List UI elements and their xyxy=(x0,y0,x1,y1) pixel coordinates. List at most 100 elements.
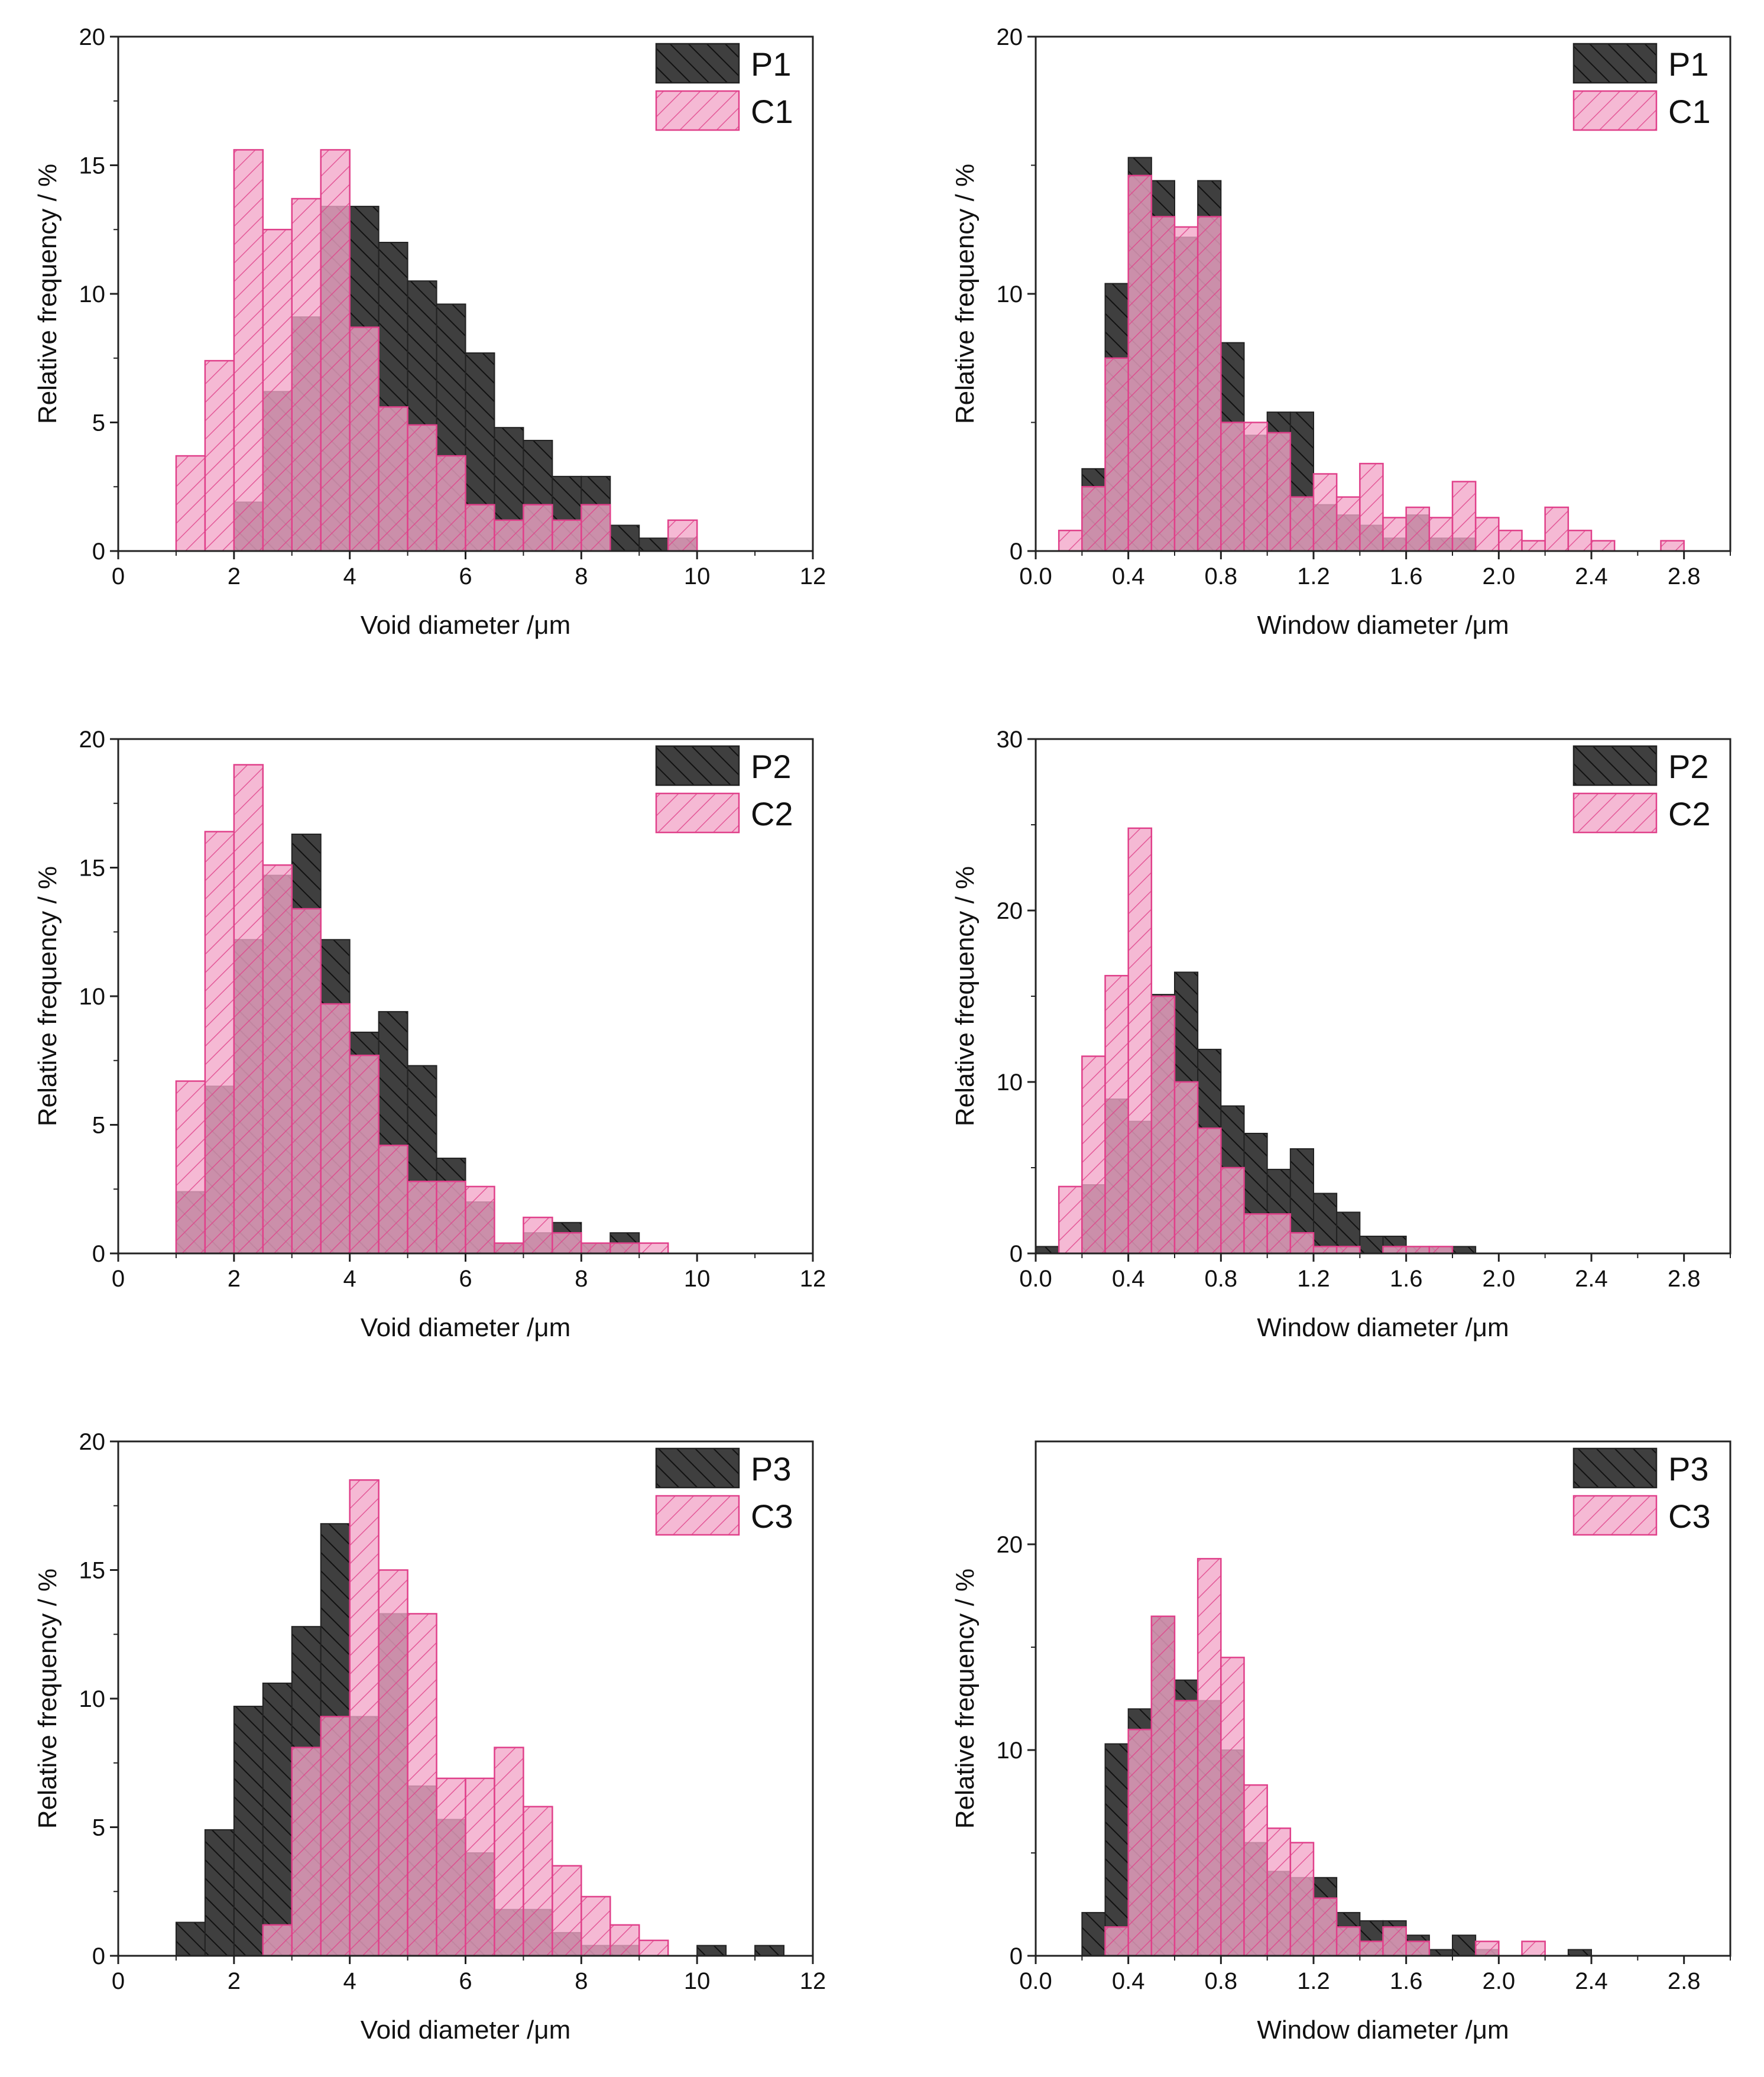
bar-C2 xyxy=(175,1080,206,1255)
bar-C3 xyxy=(1474,1940,1500,1957)
x-tick-label: 2.4 xyxy=(1575,563,1608,589)
legend-label-C2: C2 xyxy=(1668,795,1711,832)
bar-C3 xyxy=(1150,1615,1176,1957)
x-tick-label: 0.8 xyxy=(1205,563,1238,589)
y-tick-label: 20 xyxy=(79,1429,106,1455)
legend-swatch-C1 xyxy=(655,90,740,131)
series-C3 xyxy=(1104,1558,1546,1957)
x-tick-label: 1.6 xyxy=(1390,1968,1423,1994)
x-axis-title: Void diameter /μm xyxy=(361,2016,571,2044)
x-tick-label: 1.6 xyxy=(1390,563,1423,589)
bar-C1 xyxy=(667,519,698,552)
y-tick-label: 20 xyxy=(79,24,106,50)
legend-swatch-C3 xyxy=(655,1495,740,1536)
y-tick-label: 20 xyxy=(997,898,1023,924)
bar-C1 xyxy=(581,504,611,552)
bar-P2 xyxy=(1452,1246,1477,1254)
bar-P3 xyxy=(1428,1949,1453,1957)
x-tick-label: 2 xyxy=(228,563,241,589)
bar-C1 xyxy=(204,359,235,552)
chart-top-left: 0 2 4 6 8 10 12 0 5 10 15 20 Void diameter /μm Relati… xyxy=(33,24,826,640)
y-tick-label: 5 xyxy=(92,1113,105,1139)
series-C2 xyxy=(175,764,669,1255)
legend-swatch-P2 xyxy=(655,745,740,786)
bar-C3 xyxy=(1173,1700,1199,1957)
bar-C2 xyxy=(581,1242,611,1255)
bar-P3 xyxy=(1567,1949,1592,1957)
bar-P3 xyxy=(262,1682,293,1956)
bar-P3 xyxy=(696,1945,727,1957)
bar-C3 xyxy=(1335,1926,1361,1957)
bar-P2 xyxy=(1035,1246,1060,1254)
legend-label-P2: P2 xyxy=(751,748,792,785)
y-tick-label: 15 xyxy=(79,153,106,179)
y-tick-label: 0 xyxy=(1010,1943,1023,1969)
y-axis-title: Relative frequency / % xyxy=(33,866,62,1126)
x-tick-label: 4 xyxy=(343,1968,356,1994)
bar-C1 xyxy=(1521,540,1546,552)
bar-C1 xyxy=(1335,496,1361,552)
bar-P3 xyxy=(754,1945,785,1957)
bar-C2 xyxy=(1312,1246,1338,1255)
bar-C1 xyxy=(1081,486,1106,552)
chart-middle-left: 0 2 4 6 8 10 12 0 5 10 15 20 Void diameter /μm Relati… xyxy=(33,727,826,1342)
bar-P3 xyxy=(233,1706,264,1957)
bar-P3 xyxy=(175,1922,206,1956)
bar-C3 xyxy=(1196,1558,1222,1957)
bar-C1 xyxy=(494,519,524,552)
bar-C3 xyxy=(1382,1926,1407,1957)
chart-middle-right: 0.0 0.4 0.8 1.2 1.6 2.0 2.4 2.8 0 10 20 30 Window di… xyxy=(951,727,1731,1342)
bar-C2 xyxy=(1150,995,1176,1255)
bar-C3 xyxy=(1289,1842,1315,1957)
bar-C2 xyxy=(1382,1246,1407,1255)
bar-C1 xyxy=(378,406,408,552)
bar-C3 xyxy=(552,1865,582,1957)
y-axis-title: Relative frequency / % xyxy=(951,1569,980,1829)
bar-C3 xyxy=(609,1924,640,1957)
x-axis-title: Window diameter /μm xyxy=(1257,2016,1509,2044)
bar-C1 xyxy=(1196,216,1222,552)
legend-label-C3: C3 xyxy=(1668,1498,1711,1535)
bar-C2 xyxy=(1173,1081,1199,1255)
bar-C2 xyxy=(1289,1232,1315,1255)
bar-C1 xyxy=(1405,506,1431,552)
x-tick-label: 8 xyxy=(575,1266,588,1292)
bar-C1 xyxy=(1544,506,1570,552)
x-tick-label: 0.8 xyxy=(1205,1266,1238,1292)
bar-C2 xyxy=(436,1180,466,1255)
y-tick-label: 20 xyxy=(79,727,106,753)
legend-label-P1: P1 xyxy=(751,46,792,83)
legend-swatch-P2 xyxy=(1572,745,1658,786)
series-C2 xyxy=(1058,827,1454,1255)
bar-C1 xyxy=(1150,216,1176,552)
bar-P3 xyxy=(1452,1935,1477,1956)
bar-C1 xyxy=(1428,517,1454,552)
bar-C1 xyxy=(1474,517,1500,552)
y-tick-label: 10 xyxy=(79,984,106,1010)
y-tick-label: 0 xyxy=(1010,539,1023,565)
bar-C3 xyxy=(1104,1926,1129,1957)
y-tick-label: 10 xyxy=(997,1070,1023,1096)
x-tick-label: 0 xyxy=(112,1266,125,1292)
bar-C1 xyxy=(320,149,351,552)
bar-C1 xyxy=(1220,422,1245,552)
y-tick-label: 10 xyxy=(79,1686,106,1712)
x-tick-label: 2 xyxy=(228,1266,241,1292)
bar-C2 xyxy=(465,1185,495,1255)
y-tick-label: 0 xyxy=(1010,1241,1023,1267)
bar-C2 xyxy=(1104,974,1129,1255)
legend-label-P1: P1 xyxy=(1668,46,1709,83)
x-tick-label: 12 xyxy=(800,1266,826,1292)
x-tick-label: 2.4 xyxy=(1575,1266,1608,1292)
bar-P1 xyxy=(609,524,640,552)
bar-C1 xyxy=(1104,357,1129,552)
x-tick-label: 6 xyxy=(459,1266,472,1292)
bar-C1 xyxy=(1312,473,1338,552)
y-tick-label: 15 xyxy=(79,856,106,882)
y-tick-label: 0 xyxy=(92,539,105,565)
x-tick-label: 12 xyxy=(800,563,826,589)
bar-C3 xyxy=(638,1939,669,1957)
bar-C3 xyxy=(465,1777,495,1957)
y-axis-title: Relative frequency / % xyxy=(951,866,980,1126)
